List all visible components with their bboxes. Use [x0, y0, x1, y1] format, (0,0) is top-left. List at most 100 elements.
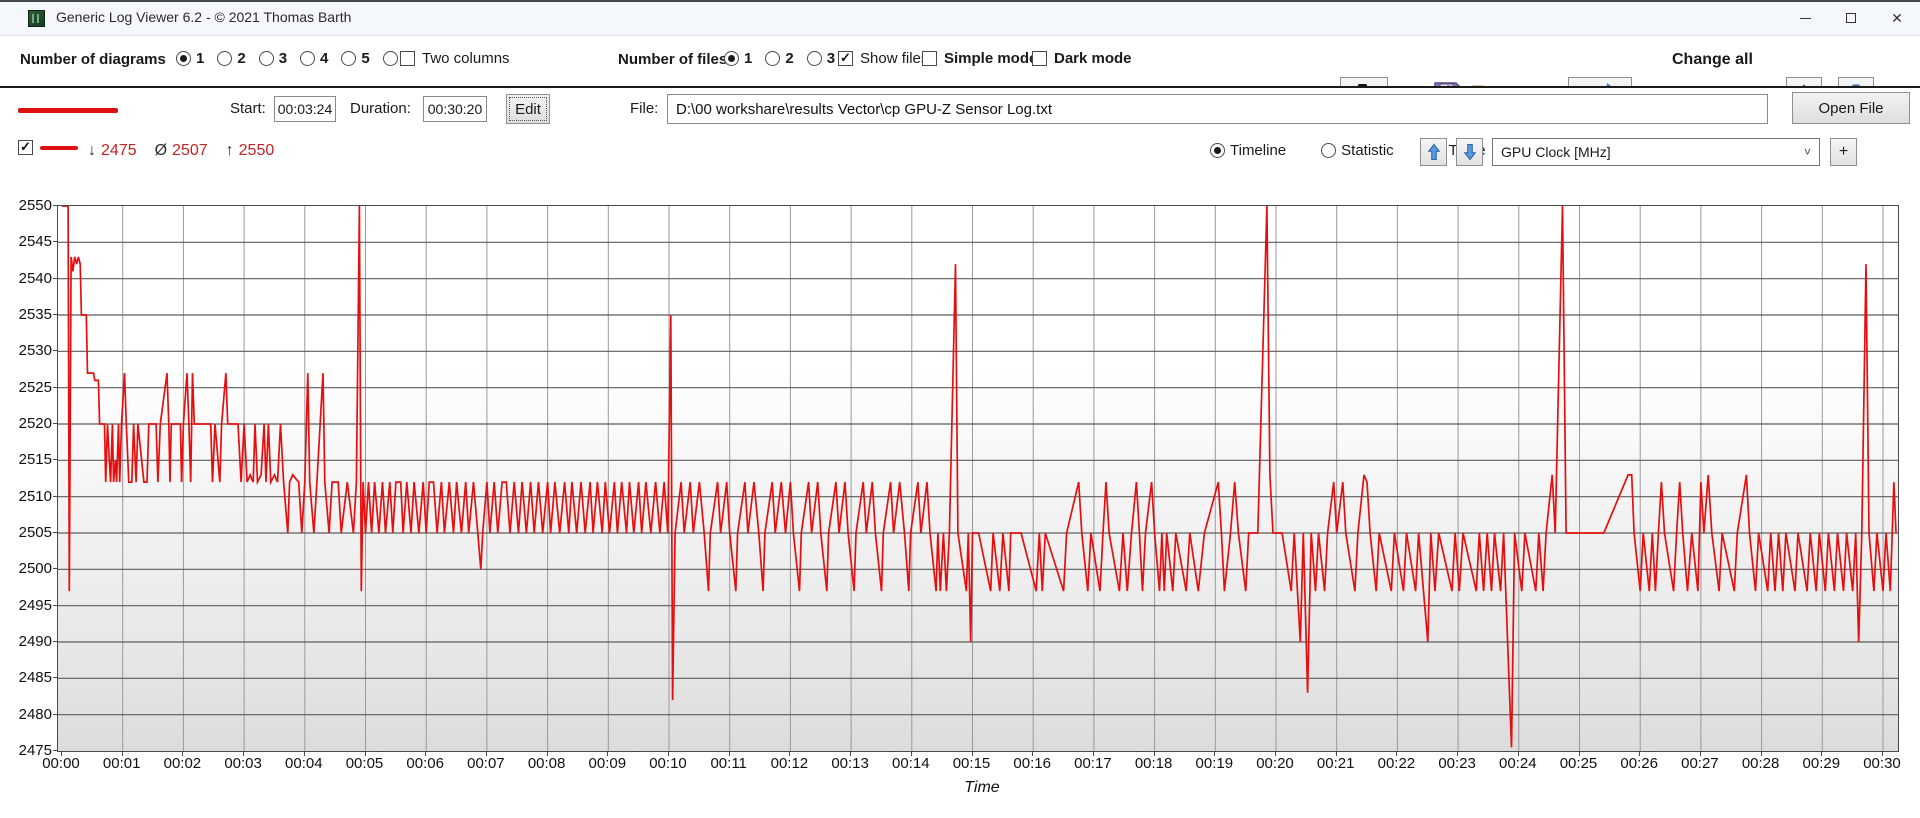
y-tick-label: 2510: [18, 487, 52, 505]
diagram-count-2[interactable]: 2: [217, 50, 246, 67]
dark-mode-checkbox[interactable]: [1032, 51, 1047, 66]
y-tick-label: 2525: [18, 378, 52, 396]
x-tick-mark: [1214, 751, 1216, 756]
radio-icon[interactable]: [176, 51, 191, 66]
diagram-count-5[interactable]: 5: [341, 50, 370, 67]
x-tick-mark: [850, 751, 852, 756]
min-stat: ↓ 2475: [88, 142, 137, 160]
diagram-count-3[interactable]: 3: [258, 50, 288, 67]
y-tick-mark: [53, 205, 58, 206]
sensor-select[interactable]: GPU Clock [MHz] ˅: [1492, 138, 1820, 166]
y-tick-label: 2475: [18, 742, 52, 759]
view-mode-statistic[interactable]: Statistic: [1321, 142, 1394, 159]
add-sensor-button[interactable]: +: [1830, 138, 1857, 166]
two-columns-checkbox[interactable]: [400, 51, 415, 66]
x-tick-mark: [910, 751, 912, 756]
x-tick-mark: [182, 751, 184, 756]
x-tick-mark: [1153, 751, 1155, 756]
file-count-1[interactable]: 1: [724, 50, 752, 67]
simple-mode-option[interactable]: Simple mode: [922, 50, 1037, 67]
minimize-icon: [1799, 17, 1811, 19]
radio-icon[interactable]: [258, 51, 274, 66]
x-tick-label: 00:05: [345, 755, 384, 772]
diagram-count-1[interactable]: 1: [176, 50, 204, 67]
max-stat: ↑ 2550: [226, 142, 275, 160]
x-tick-mark: [1032, 751, 1034, 756]
x-tick-mark: [61, 751, 62, 756]
y-tick-mark: [53, 532, 58, 533]
main-toolbar: Number of diagrams 123456 Two columns Nu…: [0, 37, 1920, 113]
simple-mode-checkbox[interactable]: [922, 51, 937, 66]
view-mode-timeline[interactable]: Timeline: [1210, 142, 1286, 159]
x-tick-label: 00:29: [1802, 755, 1841, 772]
radio-icon[interactable]: [217, 51, 233, 66]
diagram-count-4[interactable]: 4: [300, 50, 328, 67]
x-tick-label: 00:12: [770, 755, 809, 772]
x-tick-label: 00:06: [406, 755, 444, 772]
maximize-button[interactable]: [1828, 2, 1874, 34]
gpu-clock-trace: [62, 206, 1897, 748]
two-columns-option[interactable]: Two columns: [400, 50, 510, 67]
show-files-checkbox[interactable]: [838, 51, 853, 66]
dark-mode-option[interactable]: Dark mode: [1032, 50, 1132, 67]
duration-input[interactable]: 00:30:20: [423, 96, 487, 122]
x-tick-label: 00:04: [285, 755, 323, 772]
title-bar: Generic Log Viewer 6.2 - © 2021 Thomas B…: [0, 2, 1920, 36]
x-tick-label: 00:15: [952, 755, 991, 772]
x-tick-label: 00:02: [163, 755, 202, 772]
x-tick-label: 00:10: [649, 755, 687, 772]
x-tick-mark: [364, 751, 366, 756]
two-columns-label: Two columns: [422, 50, 510, 67]
x-tick-mark: [1821, 751, 1823, 756]
x-tick-label: 00:27: [1681, 755, 1719, 772]
x-axis-title: Time: [964, 779, 1000, 796]
start-time-input[interactable]: 00:03:24: [274, 96, 336, 122]
x-tick-mark: [121, 751, 123, 756]
radio-icon[interactable]: [300, 51, 316, 66]
diagram-count-group: 123456: [176, 50, 424, 71]
radio-icon[interactable]: [724, 51, 739, 66]
edit-button[interactable]: Edit: [506, 94, 550, 124]
radio-icon[interactable]: [341, 51, 357, 66]
series-visible-checkbox[interactable]: [18, 140, 33, 155]
diagram-count-label: 3: [278, 50, 288, 67]
y-tick-mark: [53, 386, 58, 388]
radio-icon[interactable]: [1321, 143, 1337, 158]
file-path-input[interactable]: D:\00 workshare\results Vector\cp GPU-Z …: [667, 94, 1768, 124]
diagram-up-button[interactable]: [1420, 138, 1447, 166]
y-tick-mark: [53, 314, 58, 315]
timeline-plot[interactable]: [57, 205, 1899, 752]
y-tick-mark: [53, 604, 58, 606]
chevron-down-icon: ˅: [1803, 145, 1811, 159]
y-tick-mark: [53, 677, 58, 679]
x-tick-label: 00:20: [1256, 755, 1294, 772]
x-tick-label: 00:03: [224, 755, 262, 772]
radio-icon[interactable]: [1210, 143, 1225, 158]
avg-symbol-icon: Ø: [154, 142, 168, 159]
diagram-count-label: 1: [196, 50, 205, 67]
close-button[interactable]: ✕: [1874, 2, 1920, 34]
radio-icon[interactable]: [382, 51, 398, 66]
file-count-2[interactable]: 2: [765, 50, 794, 67]
diagram-count-label: 4: [320, 50, 329, 67]
x-tick-mark: [1578, 751, 1580, 756]
file-count-3[interactable]: 3: [806, 50, 835, 67]
open-file-button[interactable]: Open File: [1792, 92, 1910, 124]
y-tick-mark: [53, 277, 58, 279]
radio-icon[interactable]: [765, 51, 781, 66]
min-value: 2475: [101, 142, 137, 159]
x-tick-label: 00:13: [831, 755, 869, 772]
y-tick-mark: [53, 423, 58, 424]
show-files-label: Show files: [860, 50, 929, 67]
show-files-option[interactable]: Show files: [838, 50, 928, 67]
number-of-files-label: Number of files: [618, 51, 728, 68]
minimize-button[interactable]: [1782, 2, 1828, 34]
x-tick-label: 00:08: [527, 755, 566, 772]
radio-icon[interactable]: [806, 51, 822, 66]
file-series-color-swatch: [18, 108, 118, 113]
x-tick-mark: [1275, 751, 1276, 756]
y-tick-mark: [53, 568, 58, 570]
app-icon: [28, 10, 45, 27]
diagram-down-button[interactable]: [1456, 138, 1483, 166]
